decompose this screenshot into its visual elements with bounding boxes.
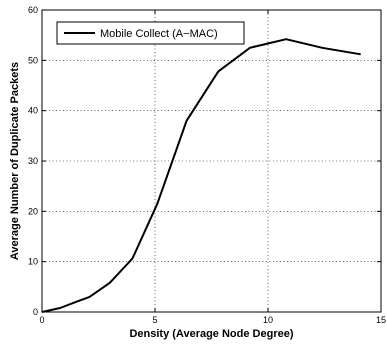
grid-lines: [42, 10, 381, 312]
axis-ticks: [41, 9, 382, 313]
x-tick-labels: 0 5 10 15: [39, 315, 386, 325]
legend-entry: Mobile Collect (A−MAC): [100, 28, 218, 40]
x-tick-label: 0: [39, 315, 44, 325]
y-tick-label: 0: [33, 307, 38, 317]
legend: Mobile Collect (A−MAC): [56, 21, 245, 45]
x-tick-label: 5: [152, 315, 157, 325]
series-line: [41, 38, 361, 313]
series-layer: [41, 38, 361, 313]
y-tick-label: 50: [28, 55, 38, 65]
legend-box: [56, 21, 245, 45]
x-tick-label: 15: [376, 315, 386, 325]
y-tick-label: 30: [28, 156, 38, 166]
x-axis-title: Density (Average Node Degree): [129, 328, 293, 340]
y-tick-label: 10: [28, 257, 38, 267]
y-tick-labels: 0 10 20 30 40 50 60: [28, 5, 38, 317]
x-tick-label: 10: [263, 315, 273, 325]
plot-frame: [41, 9, 382, 313]
y-tick-label: 40: [28, 106, 38, 116]
y-tick-label: 60: [28, 5, 38, 15]
y-axis-title: Average Number of Duplicate Packets: [9, 62, 21, 260]
y-tick-label: 20: [28, 206, 38, 216]
